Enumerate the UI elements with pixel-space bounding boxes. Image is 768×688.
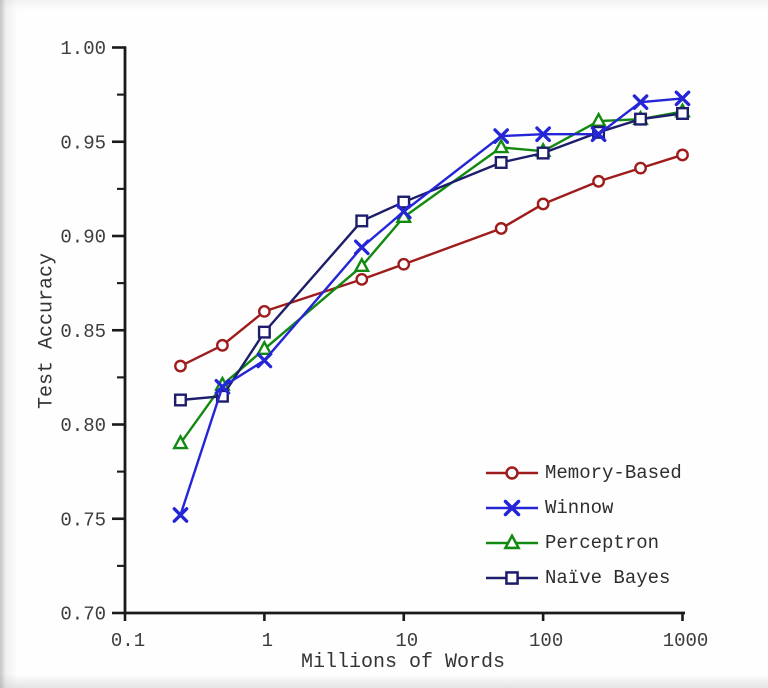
marker-square [257, 325, 271, 339]
series-line-perceptron [179, 110, 683, 445]
marker-circle [634, 161, 647, 175]
marker-square [536, 146, 550, 160]
marker-x [674, 90, 691, 107]
y-tick-label: 0.85 [60, 321, 106, 343]
legend-label-memory-based: Memory-Based [545, 462, 682, 485]
legend-item-memory-based: Memory-Based [484, 456, 682, 491]
legend-marker-x-icon [486, 499, 538, 517]
marker-square [397, 195, 411, 209]
y-axis-title: Test Accuracy [35, 252, 59, 410]
x-axis-title: Millions of Words [300, 651, 506, 674]
marker-x [214, 378, 231, 395]
marker-circle [257, 304, 271, 318]
y-tick-label: 0.75 [60, 509, 106, 531]
marker-triangle [590, 111, 607, 127]
series-winnow [172, 90, 691, 523]
legend-item-perceptron: Perceptron [484, 526, 682, 561]
marker-square [215, 389, 229, 403]
legend-marker-circle-icon [486, 466, 538, 481]
marker-triangle [353, 256, 371, 273]
series-memory-based [174, 148, 689, 373]
legend-item-winnow: Winnow [484, 491, 682, 526]
x-tick-label: 10 [395, 630, 418, 652]
marker-x [256, 352, 273, 369]
marker-x [632, 94, 649, 111]
x-tick-label: 0.1 [111, 630, 145, 652]
marker-square [173, 393, 187, 407]
legend-item-na-ve-bayes: Naïve Bayes [484, 560, 682, 595]
series-line-winnow [179, 97, 683, 516]
marker-circle [174, 359, 187, 373]
x-tick-label: 1000 [663, 630, 709, 652]
y-tick-label: 0.80 [60, 415, 106, 437]
marker-x [503, 499, 521, 517]
x-tick-label: 100 [529, 630, 563, 652]
y-tick-label: 0.90 [60, 227, 106, 249]
marker-x [353, 239, 370, 256]
marker-triangle [172, 433, 189, 450]
marker-x [590, 126, 607, 143]
legend-marker-square-icon [486, 570, 538, 585]
marker-circle [355, 272, 369, 286]
marker-triangle [492, 137, 510, 154]
legend-label-perceptron: Perceptron [545, 531, 660, 554]
series-perceptron [172, 102, 691, 450]
y-tick-label: 0.95 [60, 132, 106, 154]
legend-label-na-ve-bayes: Naïve Bayes [545, 566, 671, 589]
marker-x [172, 507, 189, 523]
marker-x [493, 128, 510, 144]
marker-triangle [503, 533, 521, 550]
marker-square [494, 155, 508, 169]
marker-circle [216, 338, 229, 352]
marker-triangle [256, 339, 273, 355]
y-tick-label: 1.00 [60, 38, 106, 60]
series-line-memory-based [179, 153, 683, 368]
legend-marker-triangle-icon [486, 533, 538, 550]
x-tick-label: 1 [262, 630, 273, 652]
legend: Memory-Based Winnow Perceptron Naïve Bayes [484, 456, 682, 595]
series-na-ve-bayes [173, 106, 690, 407]
marker-circle [676, 148, 689, 162]
marker-circle [592, 174, 605, 188]
marker-circle [494, 222, 508, 235]
marker-square [355, 214, 369, 228]
legend-label-winnow: Winnow [545, 497, 614, 520]
marker-square [634, 112, 648, 126]
y-tick-label: 0.70 [60, 604, 106, 626]
marker-square [505, 570, 519, 585]
marker-circle [397, 257, 411, 271]
marker-circle [536, 197, 550, 211]
marker-circle [505, 466, 519, 481]
marker-x [535, 126, 551, 143]
series-line-na-ve-bayes [180, 112, 683, 402]
marker-square [676, 106, 690, 120]
marker-x [395, 203, 412, 220]
